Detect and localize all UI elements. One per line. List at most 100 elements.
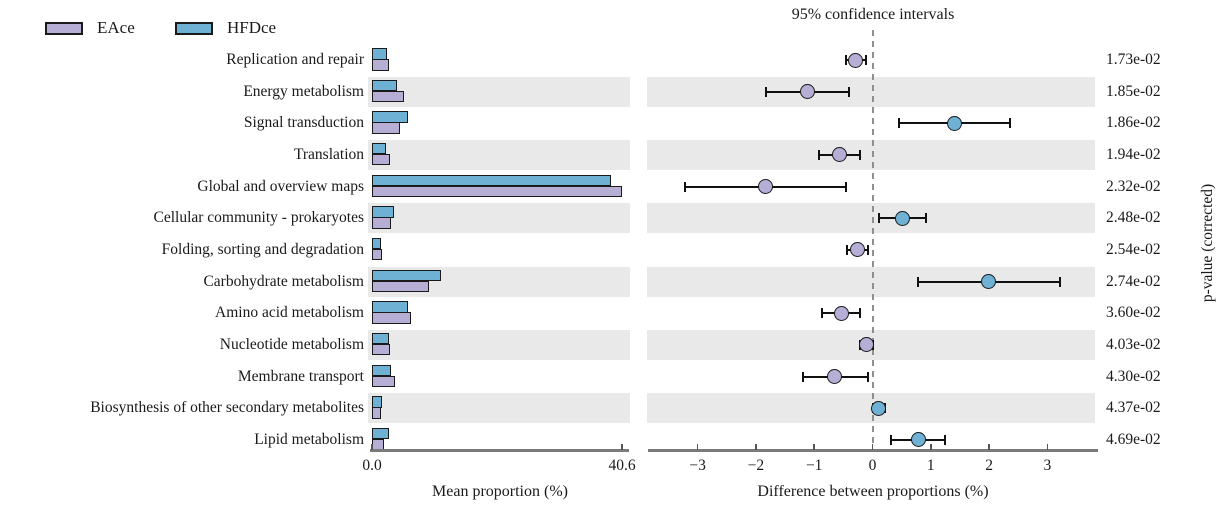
right-axis-tick <box>1046 444 1049 450</box>
difference-dot <box>895 210 911 226</box>
bar-hfdce <box>372 269 441 282</box>
ci-cap-high <box>1008 118 1011 129</box>
difference-dot <box>827 369 843 384</box>
p-value: 4.37e-02 <box>1106 399 1161 417</box>
bar-hfdce <box>372 427 390 440</box>
left-axis-tick <box>621 444 623 450</box>
bar-eace <box>372 407 382 419</box>
p-value: 4.03e-02 <box>1106 335 1161 353</box>
ci-cap-high <box>864 55 867 65</box>
row-stripe-right <box>647 393 1095 424</box>
row-stripe-left <box>368 203 630 234</box>
category-label: Folding, sorting and degradation <box>161 240 364 258</box>
p-value: 1.86e-02 <box>1106 114 1161 132</box>
bar-hfdce <box>372 111 409 123</box>
right-x-axis-title: Difference between proportions (%) <box>757 483 989 500</box>
left-axis-tick <box>371 444 373 450</box>
row-stripe-left <box>368 76 630 107</box>
difference-dot <box>800 84 816 100</box>
row-stripe-right <box>647 203 1095 234</box>
ci-cap-low <box>877 213 880 224</box>
ci-cap-low <box>801 371 804 382</box>
ci-cap-low <box>916 276 919 287</box>
legend-label-eace: EAce <box>97 18 135 37</box>
bar-eace <box>372 375 395 387</box>
zero-reference-line <box>871 30 874 446</box>
difference-dot <box>871 400 887 416</box>
bar-hfdce <box>372 364 392 376</box>
bar-hfdce <box>372 48 387 60</box>
right-axis-tick-label: 1 <box>926 457 935 474</box>
category-label: Global and overview maps <box>197 177 364 195</box>
left-axis-tick-label: 0.0 <box>362 457 382 474</box>
category-label: Carbohydrate metabolism <box>203 272 364 290</box>
bar-eace <box>372 59 389 71</box>
ci-cap-high <box>943 434 946 445</box>
row-stripe-left <box>368 139 630 170</box>
bar-eace <box>372 153 390 166</box>
ci-cap-low <box>844 55 847 65</box>
right-axis-tick <box>696 444 699 450</box>
bar-hfdce <box>372 174 611 187</box>
p-value: 2.48e-02 <box>1106 209 1161 227</box>
bar-eace <box>372 312 412 324</box>
bar-hfdce <box>372 396 382 408</box>
right-axis-tick <box>988 444 990 450</box>
p-value: 4.69e-02 <box>1106 430 1161 448</box>
row-stripe-left <box>368 329 630 360</box>
ci-cap-low <box>765 86 768 97</box>
row-stripe-right <box>647 76 1095 107</box>
p-value: 1.85e-02 <box>1106 82 1161 100</box>
bar-hfdce <box>372 206 395 218</box>
right-axis-tick-label: −2 <box>747 457 765 474</box>
right-axis-tick <box>930 444 932 450</box>
left-x-axis-line <box>370 449 629 452</box>
row-stripe-left <box>368 393 630 424</box>
category-label: Cellular community - prokaryotes <box>153 209 365 227</box>
ci-cap-low <box>898 118 901 129</box>
category-label: Energy metabolism <box>243 82 364 100</box>
ci-cap-high <box>866 371 869 382</box>
right-axis-tick-label: 0 <box>868 457 877 474</box>
bar-eace <box>372 185 622 198</box>
legend-swatch-hfdce <box>175 22 213 35</box>
p-value: 2.54e-02 <box>1106 240 1161 258</box>
bar-hfdce <box>372 332 390 345</box>
category-label: Membrane transport <box>237 367 364 385</box>
p-value: 4.30e-02 <box>1106 367 1161 385</box>
category-label: Nucleotide metabolism <box>219 335 364 353</box>
category-label: Biosynthesis of other secondary metaboli… <box>90 399 364 417</box>
difference-dot <box>947 115 963 131</box>
bar-eace <box>372 122 400 134</box>
ci-cap-low <box>683 181 686 192</box>
right-axis-tick <box>755 444 757 450</box>
ci-cap-high <box>859 308 862 319</box>
difference-dot <box>831 147 847 163</box>
ci-cap-high <box>848 86 851 97</box>
right-axis-tick-label: 2 <box>985 457 993 474</box>
ci-cap-high <box>1059 276 1062 287</box>
bar-hfdce <box>372 79 398 92</box>
right-axis-tick <box>871 444 874 450</box>
right-axis-tick-label: −1 <box>805 457 823 474</box>
bar-eace <box>372 280 429 293</box>
bar-eace <box>372 217 392 229</box>
right-axis-tick-label: −3 <box>689 457 706 474</box>
ci-cap-high <box>844 181 847 192</box>
legend-swatch-eace <box>45 22 83 35</box>
ci-cap-high <box>925 213 928 224</box>
right-axis-tick-label: 3 <box>1043 457 1052 474</box>
difference-dot <box>911 432 927 448</box>
bar-hfdce <box>372 301 408 313</box>
p-value: 1.73e-02 <box>1106 51 1161 68</box>
ci-cap-low <box>821 308 824 319</box>
left-axis-tick-label: 40.6 <box>608 457 636 474</box>
difference-dot <box>847 52 863 68</box>
category-label: Signal transduction <box>243 114 364 132</box>
difference-dot <box>757 179 773 195</box>
p-value: 2.74e-02 <box>1106 272 1161 290</box>
ci-cap-low <box>890 434 893 445</box>
difference-dot <box>850 242 866 258</box>
p-value: 1.94e-02 <box>1106 145 1161 163</box>
